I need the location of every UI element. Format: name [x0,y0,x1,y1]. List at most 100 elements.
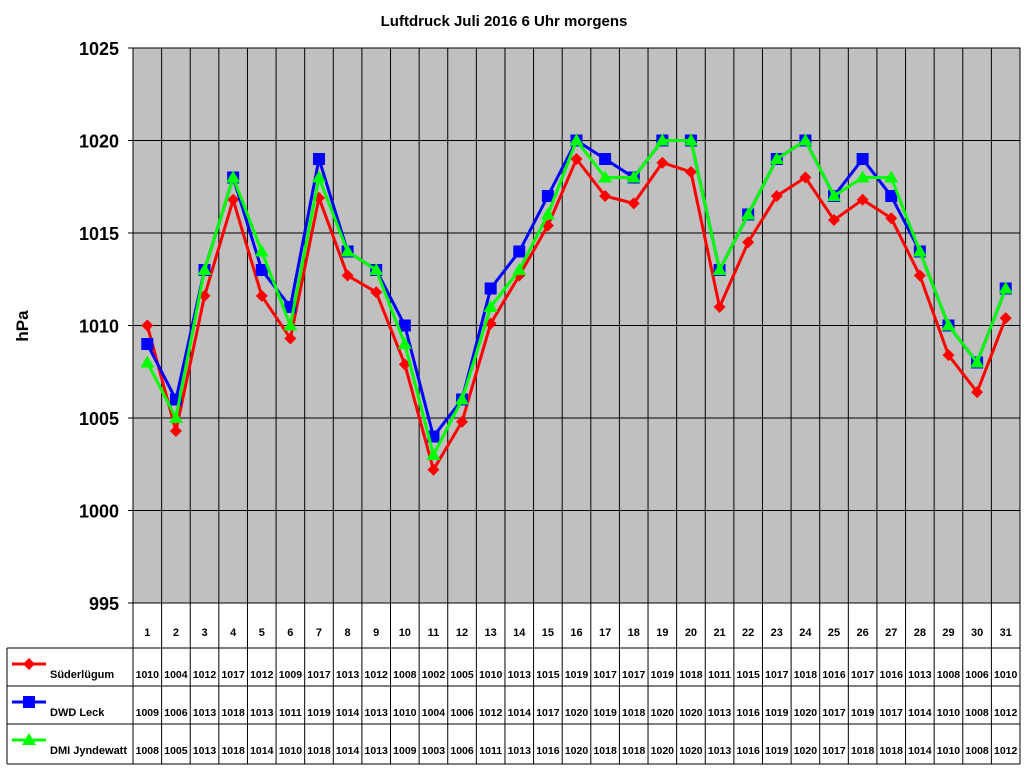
table-cell: 1002 [422,669,446,681]
table-cell: 1004 [422,707,446,719]
data-point [798,133,813,146]
table-cell: 1018 [593,745,617,757]
table-cell: 1013 [336,669,360,681]
data-point [913,269,926,282]
data-point [885,190,898,202]
data-point [283,318,298,331]
table-cell: 1008 [937,669,961,681]
data-point [227,193,240,206]
table-cell: 1016 [880,669,904,681]
table-cell: 1016 [736,707,760,719]
data-point [884,170,899,183]
table-cell: 1010 [479,669,503,681]
x-tick-label: 3 [201,627,207,639]
table-cell: 1018 [307,745,331,757]
table-cell: 1008 [965,745,989,757]
data-point [855,170,870,183]
y-tick-label: 1000 [79,502,119,522]
table-cell: 1020 [794,707,818,719]
y-tick-label: 1005 [79,409,119,429]
x-tick-label: 17 [599,627,611,639]
table-cell: 1020 [679,745,703,757]
data-point [513,245,526,258]
table-cell: 1020 [651,745,675,757]
table-cell: 1015 [536,669,560,681]
data-point [599,153,612,165]
table-cell: 1020 [565,707,589,719]
table-cell: 1009 [393,745,417,757]
table-cell: 1020 [565,745,589,757]
table-cell: 1013 [365,745,389,757]
y-tick-label: 1010 [79,317,119,337]
table-cell: 1020 [679,707,703,719]
data-point [769,152,784,164]
table-cell: 1006 [450,707,474,719]
data-point [999,312,1012,325]
data-point [255,264,268,276]
table-cell: 1018 [221,707,245,719]
table-cell: 1018 [622,707,646,719]
table-cell: 1018 [851,745,875,757]
data-point [540,207,555,220]
table-cell: 1017 [765,669,789,681]
table-cell: 1020 [651,707,675,719]
table-cell: 1009 [279,669,303,681]
data-point [599,190,612,202]
x-tick-label: 10 [399,627,411,639]
table-cell: 1011 [708,669,731,681]
table-cell: 1017 [822,745,846,757]
data-point [426,448,441,460]
data-point [971,386,984,399]
data-point [140,355,155,368]
x-tick-label: 23 [771,627,783,639]
x-tick-label: 27 [885,627,897,639]
data-point [397,337,412,349]
table-cell: 1009 [136,707,160,719]
data-point [570,153,583,165]
x-tick-label: 30 [971,627,983,639]
x-tick-label: 11 [428,627,440,639]
table-cell: 1010 [279,745,303,757]
table-cell: 1019 [593,707,617,719]
table-cell: 1006 [450,745,474,757]
table-cell: 1013 [508,745,532,757]
table-cell: 1019 [851,707,875,719]
data-point [456,415,469,428]
table-cell: 1019 [651,669,675,681]
data-point [627,197,640,210]
data-point [254,244,269,257]
y-tick-label: 995 [89,594,119,614]
table-cell: 1019 [565,669,589,681]
table-cell: 1017 [880,707,904,719]
table-cell: 1013 [193,745,217,757]
x-tick-label: 19 [656,627,668,639]
table-cell: 1004 [164,669,188,681]
table-cell: 1014 [908,707,932,719]
table-cell: 1012 [994,745,1018,757]
table-cell: 1017 [593,669,617,681]
y-tick-label: 1015 [79,224,119,244]
data-point [341,269,354,282]
x-tick-label: 7 [316,627,322,639]
table-cell: 1010 [937,707,961,719]
table-cell: 1012 [250,669,274,681]
data-point [598,170,613,183]
data-point [427,463,440,476]
x-tick-label: 18 [628,627,640,639]
data-point [683,133,698,146]
data-point [398,319,411,332]
x-tick-label: 8 [345,627,351,639]
x-tick-label: 25 [828,627,840,639]
y-tick-label: 1020 [79,132,119,152]
x-tick-label: 13 [485,627,497,639]
data-point [885,212,898,225]
data-point [455,392,470,405]
legend-marker [22,733,36,745]
x-tick-label: 14 [513,627,526,639]
table-cell: 1011 [279,707,302,719]
data-point [856,193,869,206]
table-cell: 1019 [765,707,789,719]
table-cell: 1010 [937,745,961,757]
table-cell: 1013 [365,707,389,719]
